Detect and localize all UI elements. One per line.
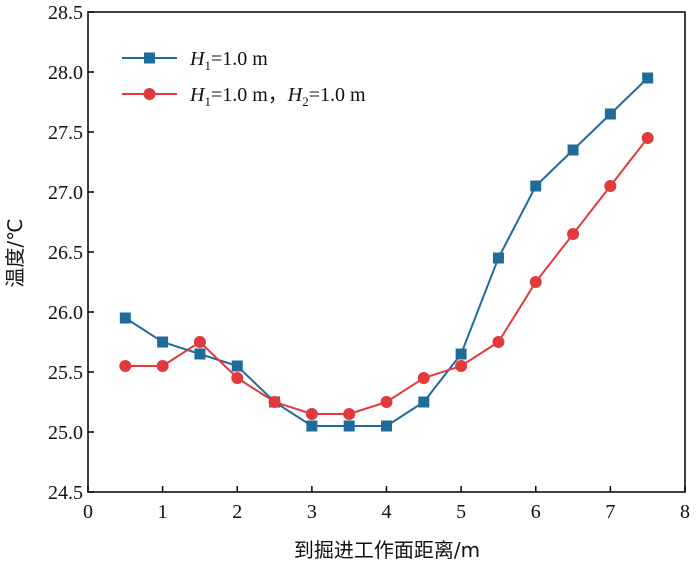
series-line [125, 137, 649, 415]
data-point [529, 276, 542, 288]
data-point [417, 372, 430, 384]
x-axis: 0 1 2 3 4 5 6 7 8 [83, 486, 690, 523]
plot-area [87, 11, 686, 493]
data-point [268, 396, 281, 408]
legend-label: H1=1.0 m，H2=1.0 m [189, 84, 366, 109]
data-point [455, 348, 467, 360]
data-point [156, 360, 169, 372]
plot-border [87, 11, 686, 493]
x-tick-label: 3 [307, 501, 317, 523]
x-tick-label: 0 [83, 501, 93, 523]
legend: H1=1.0 m H1=1.0 m，H2=1.0 m [122, 48, 366, 109]
y-tick-label: 25.0 [48, 422, 83, 444]
y-axis: 24.5 25.0 25.5 26.0 26.5 27.0 27.5 28.0 28.5 [48, 2, 94, 504]
y-axis-label: 温度/℃ [3, 218, 27, 287]
data-point [157, 336, 169, 348]
data-point [604, 180, 617, 192]
data-point [381, 420, 392, 432]
legend-marker [143, 88, 156, 100]
x-tick-label: 5 [456, 501, 466, 523]
x-tick-label: 1 [158, 501, 168, 523]
y-tick-label: 28.5 [48, 2, 83, 24]
data-point [306, 420, 318, 432]
y-tick-label: 25.5 [48, 362, 83, 384]
data-point [418, 396, 430, 408]
data-point [641, 132, 654, 144]
series-2 [119, 132, 654, 420]
data-point [119, 360, 132, 372]
data-point [380, 396, 393, 408]
data-point [343, 408, 356, 420]
data-point [343, 420, 355, 432]
legend-item-1: H1=1.0 m [122, 48, 268, 73]
legend-label: H1=1.0 m [189, 48, 268, 73]
data-point [492, 252, 504, 264]
data-point [567, 228, 580, 240]
data-point [492, 336, 505, 348]
data-point [231, 372, 244, 384]
x-axis-label: 到掘进工作面距离/m [294, 538, 480, 562]
x-tick-label: 2 [232, 501, 242, 523]
series-layer [119, 72, 654, 432]
data-point [119, 312, 131, 324]
y-tick-label: 27.5 [48, 122, 83, 144]
y-tick-label: 26.0 [48, 302, 83, 324]
data-point [194, 348, 206, 360]
data-point [642, 72, 654, 84]
series-line [124, 77, 649, 427]
y-tick-label: 24.5 [48, 482, 83, 504]
data-point [193, 336, 206, 348]
y-tick-label: 26.5 [48, 242, 83, 264]
x-tick-label: 4 [382, 501, 392, 523]
y-tick-label: 28.0 [48, 62, 83, 84]
x-tick-label: 7 [605, 501, 615, 523]
data-point [530, 180, 542, 192]
series-1 [119, 72, 654, 432]
data-point [305, 408, 318, 420]
x-tick-label: 6 [531, 501, 541, 523]
data-point [567, 144, 579, 156]
data-point [455, 360, 468, 372]
x-tick-label: 8 [680, 501, 690, 523]
legend-marker [144, 52, 155, 64]
legend-item-2: H1=1.0 m，H2=1.0 m [122, 84, 366, 109]
data-point [604, 108, 616, 120]
data-point [231, 360, 243, 372]
y-tick-label: 27.0 [48, 182, 83, 204]
